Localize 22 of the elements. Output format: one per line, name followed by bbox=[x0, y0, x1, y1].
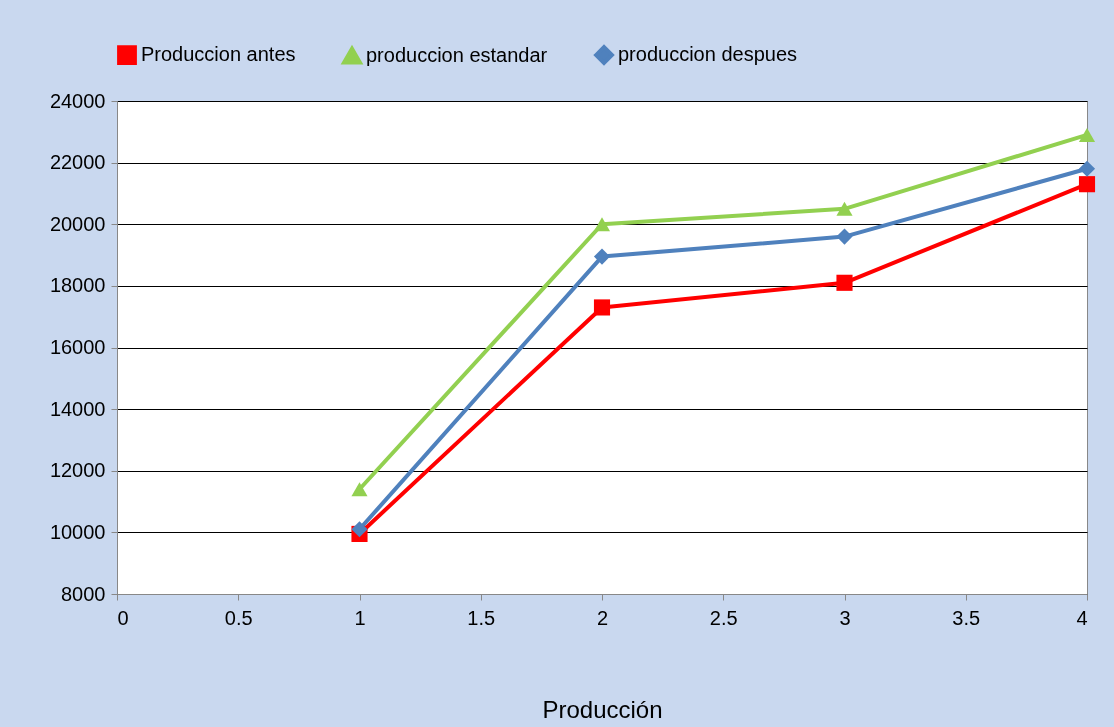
y-tick-label: 10000 bbox=[49, 520, 106, 543]
y-tick-label: 12000 bbox=[49, 459, 106, 482]
x-tick-label: 2.5 bbox=[709, 606, 738, 629]
x-tick-label: 1 bbox=[354, 606, 366, 629]
x-tick-label: 3 bbox=[839, 606, 851, 629]
y-tick-label: 22000 bbox=[49, 151, 106, 174]
x-axis-title: Producción bbox=[542, 695, 663, 723]
x-tick-label: 1.5 bbox=[467, 606, 496, 629]
y-tick-label: 20000 bbox=[49, 212, 106, 235]
x-tick-label: 3.5 bbox=[952, 606, 981, 629]
x-tick-label: 0.5 bbox=[224, 606, 253, 629]
y-tick-label: 18000 bbox=[49, 274, 106, 297]
legend-label: Produccion antes bbox=[141, 43, 296, 66]
x-tick-label: 4 bbox=[1076, 606, 1088, 629]
legend-label: produccion estandar bbox=[366, 43, 548, 66]
y-tick-label: 16000 bbox=[49, 336, 106, 358]
y-tick-label: 8000 bbox=[61, 582, 106, 605]
x-tick-label: 2 bbox=[596, 606, 609, 629]
y-tick-label: 24000 bbox=[49, 89, 106, 112]
legend-label: produccion despues bbox=[618, 43, 798, 66]
y-tick-label: 14000 bbox=[49, 397, 106, 420]
x-tick-label: 0 bbox=[117, 606, 129, 629]
